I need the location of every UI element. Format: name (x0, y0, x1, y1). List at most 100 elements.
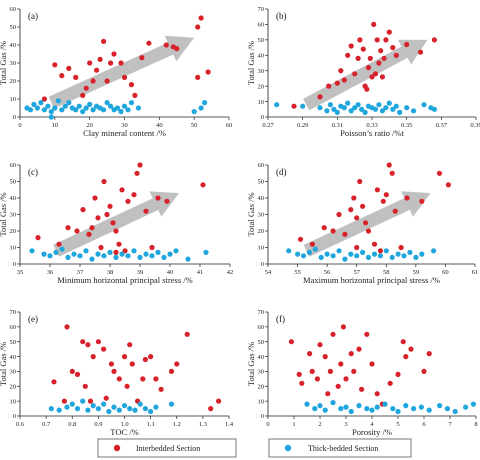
x-tick-label: 0 (266, 421, 269, 428)
point-thick-bedded (312, 246, 318, 252)
point-interbedded (121, 354, 128, 360)
point-thick-bedded (59, 246, 65, 252)
point-interbedded (97, 56, 103, 63)
point-interbedded (321, 225, 327, 231)
point-interbedded (111, 51, 117, 57)
point-interbedded (367, 55, 373, 62)
point-thick-bedded (327, 102, 333, 108)
point-interbedded (299, 380, 305, 386)
y-tick-label: 30 (10, 60, 17, 67)
point-interbedded (374, 37, 380, 43)
point-thick-bedded (202, 100, 208, 106)
point-interbedded (431, 37, 437, 43)
point-interbedded (330, 331, 336, 337)
x-tick-label: 35 (17, 269, 24, 276)
point-interbedded (64, 324, 70, 330)
x-tick-label: 38 (107, 269, 114, 276)
y-tick-label: 10 (258, 398, 265, 405)
y-tick-label: 20 (258, 383, 265, 390)
point-thick-bedded (148, 408, 154, 415)
point-interbedded (296, 371, 302, 377)
point-thick-bedded (41, 107, 48, 113)
point-thick-bedded (407, 249, 413, 255)
x-tick-label: 60 (442, 269, 449, 276)
x-tick-label: 50 (191, 122, 198, 129)
point-thick-bedded (411, 108, 417, 114)
point-thick-bedded (173, 248, 179, 254)
x-tick-label: 40 (167, 269, 174, 276)
x-tick-label: 40 (156, 122, 163, 129)
series-interbedded (51, 324, 222, 412)
point-thick-bedded (89, 256, 95, 262)
point-interbedded (195, 24, 201, 30)
point-thick-bedded (360, 249, 366, 255)
point-interbedded (73, 74, 79, 80)
point-thick-bedded (452, 408, 458, 415)
x-tick-label: 54 (265, 269, 272, 276)
legend-box-interbedded (97, 438, 237, 458)
y-tick-label: 50 (258, 179, 265, 186)
point-thick-bedded (90, 107, 96, 113)
point-thick-bedded (118, 109, 124, 115)
point-thick-bedded (203, 249, 209, 255)
point-thick-bedded (389, 254, 395, 260)
point-thick-bedded (371, 251, 378, 257)
x-tick-label: 58 (383, 269, 390, 276)
y-tick-label: 10 (10, 245, 17, 252)
point-interbedded (61, 398, 67, 404)
point-interbedded (327, 368, 333, 374)
y-tick-label: 0 (13, 413, 16, 420)
y-tick-label: 30 (10, 369, 17, 376)
point-thick-bedded (167, 251, 173, 257)
legend-box-thick (268, 438, 412, 458)
point-thick-bedded (444, 406, 450, 412)
point-thick-bedded (48, 109, 54, 115)
point-interbedded (125, 198, 131, 204)
point-interbedded (365, 65, 372, 71)
point-interbedded (348, 207, 354, 213)
y-tick-label: 30 (10, 212, 17, 219)
point-thick-bedded (286, 248, 292, 254)
point-thick-bedded (131, 248, 137, 254)
point-interbedded (148, 354, 154, 360)
legend: Interbedded Section Thick-bedded Section (97, 438, 412, 458)
point-thick-bedded (374, 404, 380, 410)
point-thick-bedded (137, 254, 143, 260)
panel-label: (e) (28, 314, 38, 324)
y-tick-label: 0 (261, 114, 264, 121)
point-thick-bedded (324, 108, 330, 114)
x-tick-label: 56 (324, 269, 331, 276)
point-thick-bedded (356, 403, 362, 409)
y-tick-label: 50 (10, 179, 17, 186)
point-thick-bedded (41, 251, 47, 257)
point-interbedded (95, 339, 101, 345)
y-axis-title: Total Gas /% (246, 192, 256, 236)
point-interbedded (390, 45, 396, 51)
point-interbedded (98, 244, 104, 251)
y-tick-label: 30 (258, 68, 265, 75)
y-tick-label: 70 (258, 309, 265, 316)
point-interbedded (87, 60, 93, 66)
point-interbedded (359, 386, 365, 392)
y-tick-label: 0 (261, 413, 264, 420)
y-tick-label: 40 (258, 354, 265, 361)
point-thick-bedded (379, 108, 385, 114)
x-tick-label: 59 (413, 269, 420, 276)
y-tick-label: 60 (10, 324, 17, 331)
trend-arrow (53, 191, 180, 257)
x-tick-label: 0.8 (68, 421, 76, 428)
x-tick-label: 0.31 (332, 122, 343, 129)
point-thick-bedded (352, 105, 358, 111)
y-axis-title: Total Gas /% (0, 342, 8, 386)
point-thick-bedded (470, 401, 476, 407)
point-thick-bedded (330, 400, 336, 406)
y-tick-label: 50 (258, 339, 265, 346)
point-thick-bedded (362, 109, 368, 115)
point-thick-bedded (338, 406, 344, 412)
point-thick-bedded (69, 401, 75, 407)
point-interbedded (108, 60, 114, 66)
point-thick-bedded (348, 251, 354, 257)
series-thick-bedded (48, 398, 175, 415)
panel-c: 35 36 37 38 39 40 41 42 0 10 20 30 40 50 60 Minimum hor… (0, 162, 233, 285)
